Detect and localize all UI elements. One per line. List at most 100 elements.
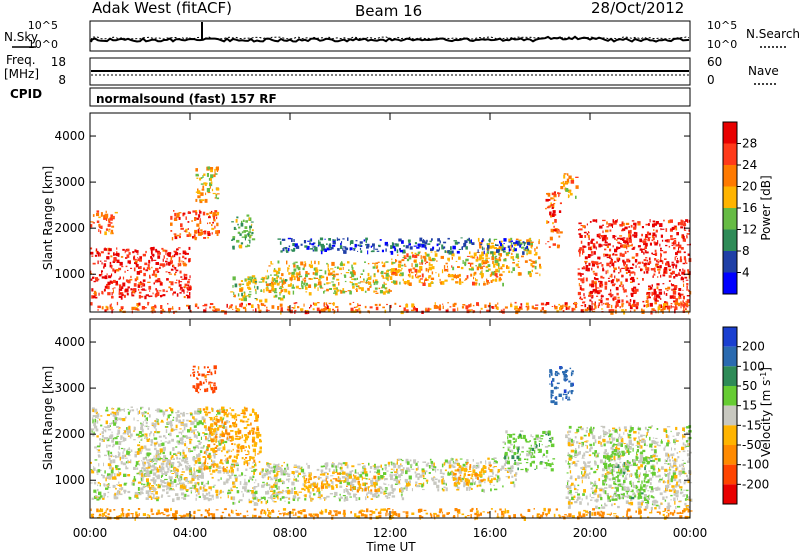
heatmap-cell [108, 445, 111, 447]
heatmap-cell [608, 223, 611, 226]
heatmap-cell [127, 474, 130, 476]
colorbar-swatch [723, 273, 737, 295]
heatmap-cell [191, 492, 192, 494]
heatmap-cell [212, 428, 214, 430]
heatmap-cell [194, 388, 197, 389]
heatmap-cell [177, 483, 180, 485]
heatmap-cell [367, 496, 368, 498]
heatmap-cell [352, 283, 355, 285]
heatmap-cell [437, 238, 440, 241]
power-ylabel: Slant Range [km] [41, 166, 55, 270]
heatmap-cell [255, 452, 256, 456]
heatmap-cell [294, 303, 296, 305]
heatmap-cell [502, 264, 505, 267]
heatmap-cell [273, 466, 276, 468]
heatmap-cell [270, 261, 272, 264]
heatmap-cell [108, 275, 111, 278]
heatmap-cell [297, 466, 300, 469]
heatmap-cell [187, 429, 190, 432]
heatmap-cell [210, 474, 213, 475]
heatmap-cell [283, 278, 284, 280]
heatmap-cell [406, 253, 408, 257]
heatmap-cell [334, 290, 336, 292]
heatmap-cell [205, 193, 206, 196]
heatmap-cell [301, 467, 303, 468]
heatmap-cell [276, 472, 278, 475]
heatmap-cell [319, 498, 321, 499]
heatmap-cell [252, 428, 255, 430]
heatmap-cell [135, 308, 138, 310]
heatmap-cell [211, 387, 213, 390]
heatmap-cell [140, 281, 141, 283]
heatmap-cell [675, 244, 678, 246]
heatmap-cell [664, 271, 666, 273]
heatmap-cell [241, 223, 244, 227]
heatmap-cell [329, 244, 330, 247]
heatmap-cell [208, 492, 210, 495]
heatmap-cell [673, 247, 675, 250]
heatmap-cell [391, 469, 393, 470]
heatmap-cell [108, 463, 111, 466]
heatmap-cell [103, 463, 104, 467]
heatmap-cell [123, 433, 126, 434]
heatmap-cell [102, 431, 104, 434]
heatmap-cell [151, 485, 154, 486]
heatmap-cell [179, 260, 181, 262]
heatmap-cell [216, 217, 217, 219]
heatmap-cell [297, 493, 298, 496]
heatmap-cell [288, 501, 290, 503]
heatmap-cell [265, 491, 268, 495]
heatmap-cell [375, 281, 377, 282]
heatmap-cell [249, 226, 252, 229]
heatmap-cell [419, 266, 422, 270]
heatmap-cell [473, 305, 475, 306]
heatmap-cell [308, 284, 311, 288]
heatmap-cell [310, 248, 313, 250]
heatmap-cell [445, 250, 447, 253]
heatmap-cell [509, 248, 510, 252]
heatmap-cell [431, 251, 433, 252]
heatmap-cell [155, 294, 158, 297]
heatmap-cell [213, 219, 215, 222]
heatmap-cell [656, 260, 657, 263]
heatmap-cell [259, 472, 261, 475]
heatmap-cell [236, 240, 239, 243]
heatmap-cell [216, 469, 218, 472]
heatmap-cell [665, 263, 668, 266]
heatmap-cell [332, 309, 334, 311]
heatmap-cell [338, 282, 339, 286]
heatmap-cell [237, 468, 239, 472]
heatmap-cell [283, 295, 285, 298]
heatmap-cell [388, 270, 391, 271]
heatmap-cell [595, 289, 597, 292]
heatmap-cell [166, 291, 168, 292]
heatmap-cell [354, 307, 356, 308]
heatmap-cell [630, 245, 633, 247]
heatmap-cell [173, 292, 176, 294]
heatmap-cell [221, 450, 223, 452]
heatmap-cell [163, 264, 164, 268]
heatmap-cell [376, 483, 377, 485]
heatmap-cell [197, 422, 200, 426]
heatmap-cell [488, 264, 491, 267]
heatmap-cell [603, 237, 606, 241]
heatmap-cell [340, 467, 341, 469]
heatmap-cell [172, 265, 173, 267]
heatmap-cell [553, 229, 556, 231]
heatmap-cell [400, 250, 403, 252]
heatmap-cell [585, 256, 588, 259]
heatmap-cell [113, 485, 116, 488]
heatmap-cell [649, 237, 651, 238]
heatmap-cell [463, 260, 464, 264]
heatmap-cell [370, 489, 372, 491]
heatmap-cell [147, 461, 150, 463]
heatmap-cell [365, 244, 367, 245]
heatmap-cell [309, 264, 311, 267]
heatmap-cell [490, 251, 493, 254]
heatmap-cell [671, 303, 673, 304]
heatmap-cell [139, 442, 140, 443]
heatmap-cell [567, 179, 569, 182]
heatmap-cell [253, 449, 256, 453]
heatmap-cell [429, 262, 431, 266]
heatmap-cell [215, 197, 216, 199]
